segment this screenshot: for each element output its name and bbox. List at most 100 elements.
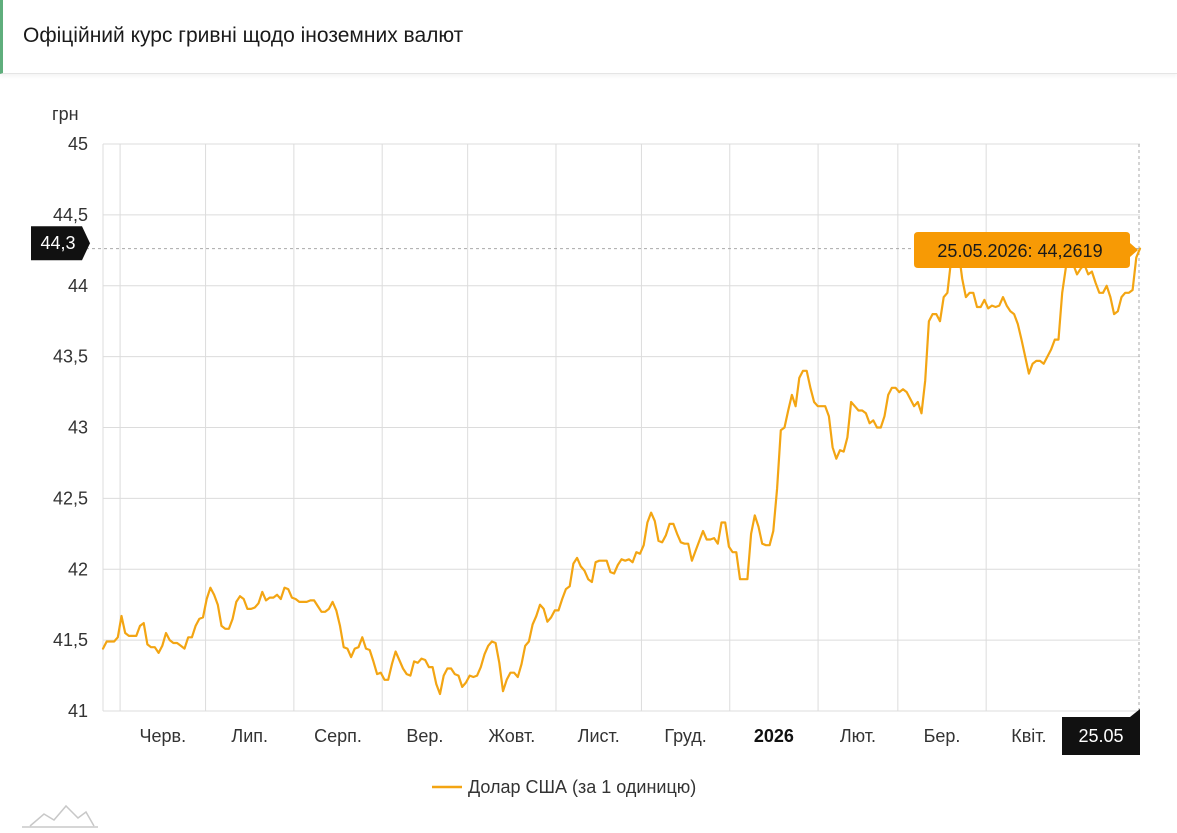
data-point [717, 543, 719, 545]
data-point [720, 521, 722, 523]
data-point [961, 278, 963, 280]
y-value-marker: 44,3 [31, 226, 90, 261]
data-point [828, 415, 830, 417]
data-point [339, 625, 341, 627]
data-point [891, 387, 893, 389]
data-point [176, 642, 178, 644]
data-point [309, 599, 311, 601]
chart-grid [102, 143, 1140, 712]
data-point [239, 595, 241, 597]
data-point [394, 650, 396, 652]
data-point [1046, 355, 1048, 357]
data-point [757, 526, 759, 528]
data-point [735, 551, 737, 553]
data-point [276, 594, 278, 596]
data-point [791, 394, 793, 396]
data-point [387, 679, 389, 681]
data-point [420, 657, 422, 659]
data-point [898, 391, 900, 393]
data-point [706, 538, 708, 540]
data-point [1120, 296, 1122, 298]
data-point [535, 615, 537, 617]
data-point [213, 594, 215, 596]
data-point [1113, 313, 1115, 315]
data-point [228, 628, 230, 630]
data-point [806, 370, 808, 372]
data-point [824, 405, 826, 407]
data-point [935, 313, 937, 315]
data-point [709, 538, 711, 540]
data-point [502, 690, 504, 692]
data-point [346, 647, 348, 649]
data-point [431, 666, 433, 668]
y-tick-label: 43 [68, 418, 88, 438]
data-point [624, 560, 626, 562]
data-point [513, 672, 515, 674]
data-point [872, 419, 874, 421]
data-point [713, 537, 715, 539]
data-point [357, 646, 359, 648]
data-point [1050, 348, 1052, 350]
data-point [987, 307, 989, 309]
data-point [428, 666, 430, 668]
data-point [161, 645, 163, 647]
data-point [583, 570, 585, 572]
data-point [198, 618, 200, 620]
y-tick-label: 44 [68, 276, 88, 296]
data-point [724, 521, 726, 523]
data-point [1139, 247, 1141, 249]
tooltip-text: 25.05.2026: 44,2619 [937, 241, 1102, 261]
data-point [787, 409, 789, 411]
data-point [654, 520, 656, 522]
x-axis-ticks: Черв. Лип. Серп. Вер. Жовт. Лист. Груд. 2026 Лют… [140, 726, 1047, 746]
x-tick-label: Лист. [578, 726, 620, 746]
x-tick-label: Жовт. [488, 726, 535, 746]
data-point [350, 656, 352, 658]
data-point [180, 645, 182, 647]
data-point [139, 625, 141, 627]
data-point [280, 598, 282, 600]
data-point [109, 640, 111, 642]
data-point [531, 623, 533, 625]
data-point [661, 541, 663, 543]
data-point [783, 426, 785, 428]
data-point [1028, 372, 1030, 374]
series-line-usd[interactable] [101, 247, 1142, 696]
data-point [976, 306, 978, 308]
data-point [250, 608, 252, 610]
data-point [465, 681, 467, 683]
data-point [291, 596, 293, 598]
data-point [1091, 270, 1093, 272]
data-point [483, 653, 485, 655]
data-point [643, 544, 645, 546]
data-point [543, 608, 545, 610]
data-point [983, 299, 985, 301]
y-tick-label: 41 [68, 701, 88, 721]
data-point [498, 662, 500, 664]
data-point [1031, 363, 1033, 365]
tooltip: 25.05.2026: 44,2619 [914, 232, 1138, 268]
data-point [776, 487, 778, 489]
data-point [172, 642, 174, 644]
data-point [565, 588, 567, 590]
data-point [476, 674, 478, 676]
data-point [243, 598, 245, 600]
data-point [439, 693, 441, 695]
data-point [313, 599, 315, 601]
x-tick-label: Черв. [140, 726, 187, 746]
data-point [383, 679, 385, 681]
data-point [1006, 304, 1008, 306]
data-point [206, 598, 208, 600]
data-point [413, 660, 415, 662]
data-point [435, 683, 437, 685]
data-point [202, 616, 204, 618]
data-point [491, 640, 493, 642]
legend[interactable]: Долар США (за 1 одиницю) [432, 777, 696, 797]
data-point [494, 642, 496, 644]
data-point [809, 387, 811, 389]
data-point [406, 673, 408, 675]
data-point [509, 672, 511, 674]
data-point [324, 611, 326, 613]
data-point [487, 645, 489, 647]
